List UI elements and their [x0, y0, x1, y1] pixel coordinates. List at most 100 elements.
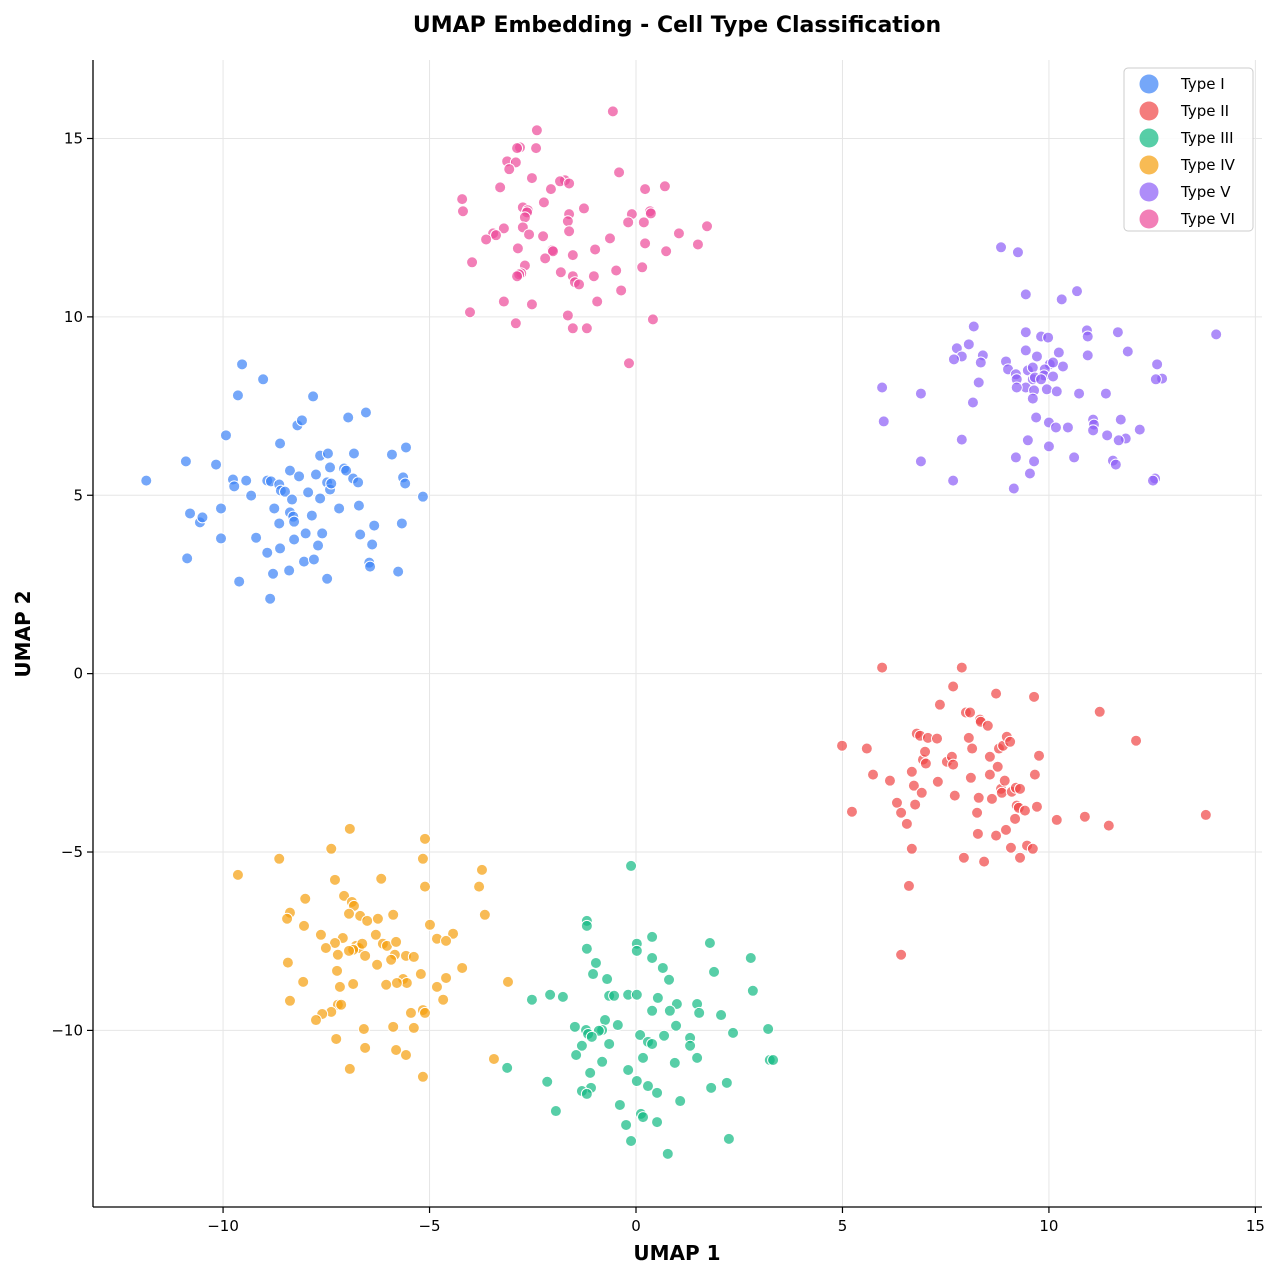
data-point: [437, 993, 450, 1006]
data-point: [639, 183, 652, 196]
data-point: [566, 322, 579, 335]
data-point: [1014, 851, 1027, 864]
data-point: [352, 476, 365, 489]
data-point: [658, 180, 671, 193]
data-point: [637, 1051, 650, 1064]
data-point: [544, 988, 557, 1001]
data-point: [876, 661, 889, 674]
legend-item: Type I: [1139, 74, 1225, 94]
data-point: [622, 1064, 635, 1077]
x-tick-label: 15: [1246, 1217, 1265, 1235]
data-point: [1073, 387, 1086, 400]
data-point: [264, 592, 277, 605]
data-point: [947, 758, 960, 771]
data-point: [876, 381, 889, 394]
data-point: [407, 950, 420, 963]
data-point: [744, 951, 757, 964]
legend-item: Type III: [1139, 128, 1234, 148]
data-point: [646, 951, 659, 964]
data-point: [288, 533, 301, 546]
data-point: [971, 806, 984, 819]
data-point: [473, 880, 486, 893]
data-point: [708, 965, 721, 978]
data-point: [575, 1039, 588, 1052]
data-point: [283, 994, 296, 1007]
data-point: [511, 142, 524, 155]
y-axis-label: UMAP 2: [11, 590, 35, 677]
data-point: [333, 502, 346, 515]
data-point: [523, 228, 536, 241]
series-6: [456, 105, 714, 370]
data-point: [1081, 330, 1094, 343]
data-point: [1026, 392, 1039, 405]
data-point: [1078, 810, 1091, 823]
data-point: [324, 461, 337, 474]
data-point: [1010, 381, 1023, 394]
data-point: [767, 1054, 780, 1067]
data-point: [967, 320, 980, 333]
data-point: [1030, 800, 1043, 813]
data-point: [1019, 288, 1032, 301]
data-point: [544, 183, 557, 196]
data-point: [1081, 349, 1094, 362]
legend-item: Type V: [1139, 182, 1231, 202]
data-point: [556, 990, 569, 1003]
data-point: [179, 455, 192, 468]
data-point: [584, 1066, 597, 1079]
data-point: [525, 298, 538, 311]
data-point: [281, 956, 294, 969]
data-point: [705, 1081, 718, 1094]
data-point: [554, 266, 567, 279]
data-point: [314, 928, 327, 941]
data-point: [321, 572, 334, 585]
data-point: [1210, 328, 1223, 341]
data-point: [267, 567, 280, 580]
data-point: [630, 1075, 643, 1088]
data-point: [375, 872, 388, 885]
data-point: [494, 181, 507, 194]
y-tick-label: 0: [73, 665, 83, 683]
data-point: [399, 477, 412, 490]
data-point: [1019, 326, 1032, 339]
data-point: [400, 976, 413, 989]
data-point: [1055, 293, 1068, 306]
data-point: [392, 565, 405, 578]
data-point: [490, 229, 503, 242]
data-point: [273, 517, 286, 530]
data-point: [933, 698, 946, 711]
data-point: [883, 774, 896, 787]
data-point: [573, 278, 586, 291]
data-point: [990, 687, 1003, 700]
data-point: [1149, 373, 1162, 386]
legend-label: Type II: [1180, 102, 1229, 120]
x-tick-label: 10: [1039, 1217, 1058, 1235]
data-point: [1146, 474, 1159, 487]
data-point: [727, 1026, 740, 1039]
data-point: [385, 448, 398, 461]
legend-label: Type V: [1180, 183, 1231, 201]
data-point: [440, 934, 453, 947]
data-point: [931, 732, 944, 745]
data-point: [568, 1020, 581, 1033]
data-point: [295, 414, 308, 427]
legend-marker: [1139, 182, 1159, 202]
data-point: [319, 941, 332, 954]
data-point: [651, 1086, 664, 1099]
data-point: [691, 1051, 704, 1064]
data-point: [390, 935, 403, 948]
data-point: [331, 948, 344, 961]
data-point: [1151, 358, 1164, 371]
data-point: [620, 1118, 633, 1131]
data-point: [416, 1070, 429, 1083]
data-point: [877, 415, 890, 428]
data-point: [181, 552, 194, 565]
data-point: [684, 1039, 697, 1052]
data-point: [343, 822, 356, 835]
data-point: [537, 230, 550, 243]
data-point: [596, 1055, 609, 1068]
series-1: [140, 358, 429, 605]
data-point: [340, 464, 353, 477]
data-point: [1121, 345, 1134, 358]
data-point: [511, 270, 524, 283]
data-point: [250, 531, 263, 544]
